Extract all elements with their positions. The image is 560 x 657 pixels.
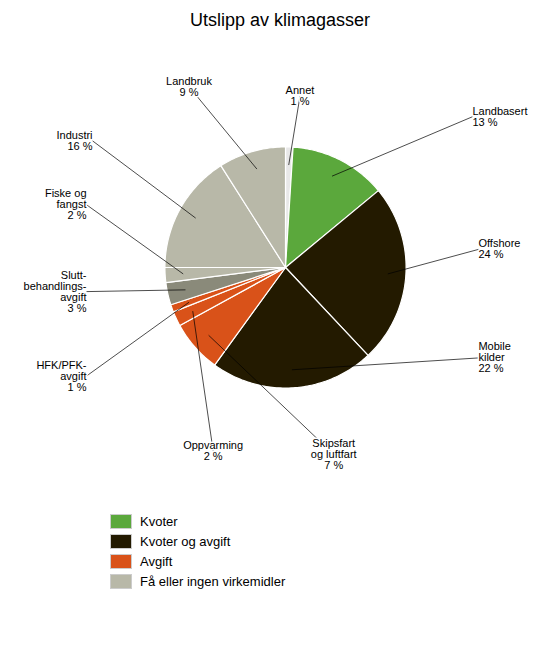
svg-text:Fiske ogfangst2 %: Fiske ogfangst2 % — [45, 187, 87, 221]
html-text:Kvoter: Kvoter — [140, 514, 178, 529]
html-text:Kvoter og avgift: Kvoter og avgift — [140, 534, 231, 549]
html-text:Avgift: Avgift — [140, 554, 173, 569]
svg-text:Offshore24 %: Offshore24 % — [478, 237, 520, 260]
svg-text:Skipsfartog luftfart7 %: Skipsfartog luftfart7 % — [311, 437, 357, 471]
svg-text:Industri16 %: Industri16 % — [56, 129, 92, 152]
svg-text:Annet1 %: Annet1 % — [286, 84, 315, 107]
html-text:Få eller ingen virkemidler: Få eller ingen virkemidler — [140, 574, 286, 589]
svg-text:Oppvarming2 %: Oppvarming2 % — [183, 439, 243, 462]
svg-text:Landbasert13 %: Landbasert13 % — [472, 105, 527, 128]
svg-text:HFK/PFK-avgift1 %: HFK/PFK-avgift1 % — [36, 359, 86, 393]
svg-text:Mobilekilder22 %: Mobilekilder22 % — [478, 340, 510, 374]
svg-text:Landbruk9 %: Landbruk9 % — [166, 75, 212, 98]
svg-text:Slutt-behandlings-avgift3 %: Slutt-behandlings-avgift3 % — [24, 269, 87, 314]
html-text:Utslipp av klimagasser: Utslipp av klimagasser — [190, 10, 370, 30]
